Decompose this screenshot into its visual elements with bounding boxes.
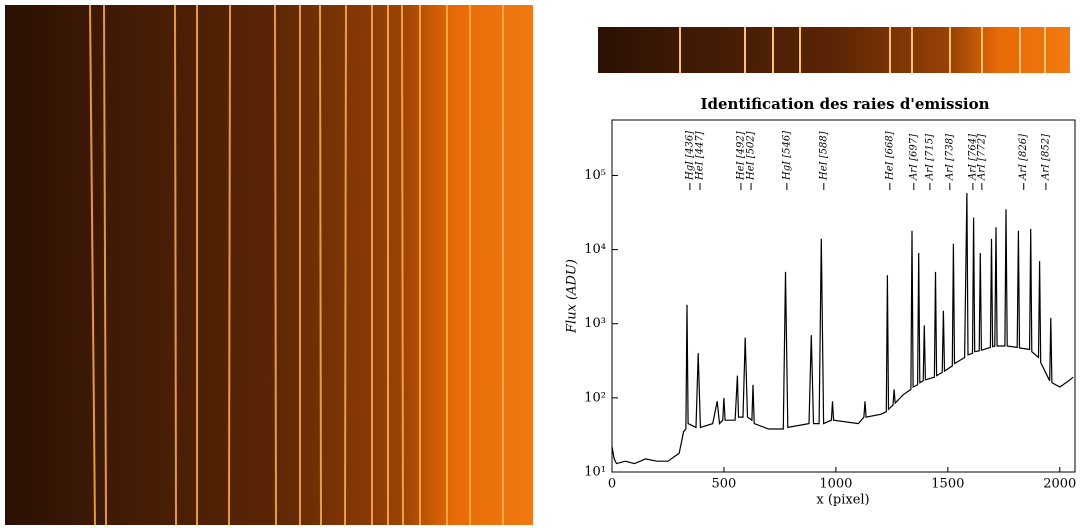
annotation: ArI [738]: [944, 134, 955, 181]
plot-frame: [611, 119, 1076, 473]
spectrum-line: [611, 192, 1074, 465]
annotation: HeI [588]: [818, 131, 829, 181]
annotation: ArI [764]: [967, 134, 978, 181]
annotation: HeI [492]: [735, 131, 746, 181]
annotation: HeI [502]: [746, 131, 757, 181]
x-tick-label: 1000: [819, 477, 852, 492]
annotation: HgI [546]: [781, 131, 792, 181]
y-tick-label: 10²: [584, 390, 606, 405]
spectrum-strip: [598, 27, 1070, 73]
annotation: HeI [447]: [694, 131, 705, 181]
x-tick-label: 500: [712, 477, 737, 492]
y-tick-label: 10⁴: [584, 242, 606, 257]
x-tick-label: 2000: [1043, 477, 1076, 492]
annotation: ArI [772]: [976, 134, 987, 181]
y-axis-label: Flux (ADU): [565, 259, 580, 334]
x-tick-label: 0: [608, 477, 616, 492]
chart-title: Identification des raies d'emission: [700, 95, 989, 113]
annotation: HgI [436]: [684, 131, 695, 181]
spectrum-image: [5, 4, 533, 526]
y-tick-label: 10³: [584, 316, 606, 331]
y-tick-label: 10¹: [584, 465, 606, 480]
annotation: ArI [715]: [924, 134, 935, 181]
annotation: ArI [852]: [1040, 134, 1051, 181]
annotation: ArI [697]: [908, 134, 919, 181]
annotation: HeI [668]: [884, 131, 895, 181]
y-tick-label: 10⁵: [584, 168, 606, 183]
annotation: ArI [826]: [1018, 134, 1029, 181]
x-axis-label: x (pixel): [816, 493, 869, 508]
x-tick-label: 1500: [931, 477, 964, 492]
